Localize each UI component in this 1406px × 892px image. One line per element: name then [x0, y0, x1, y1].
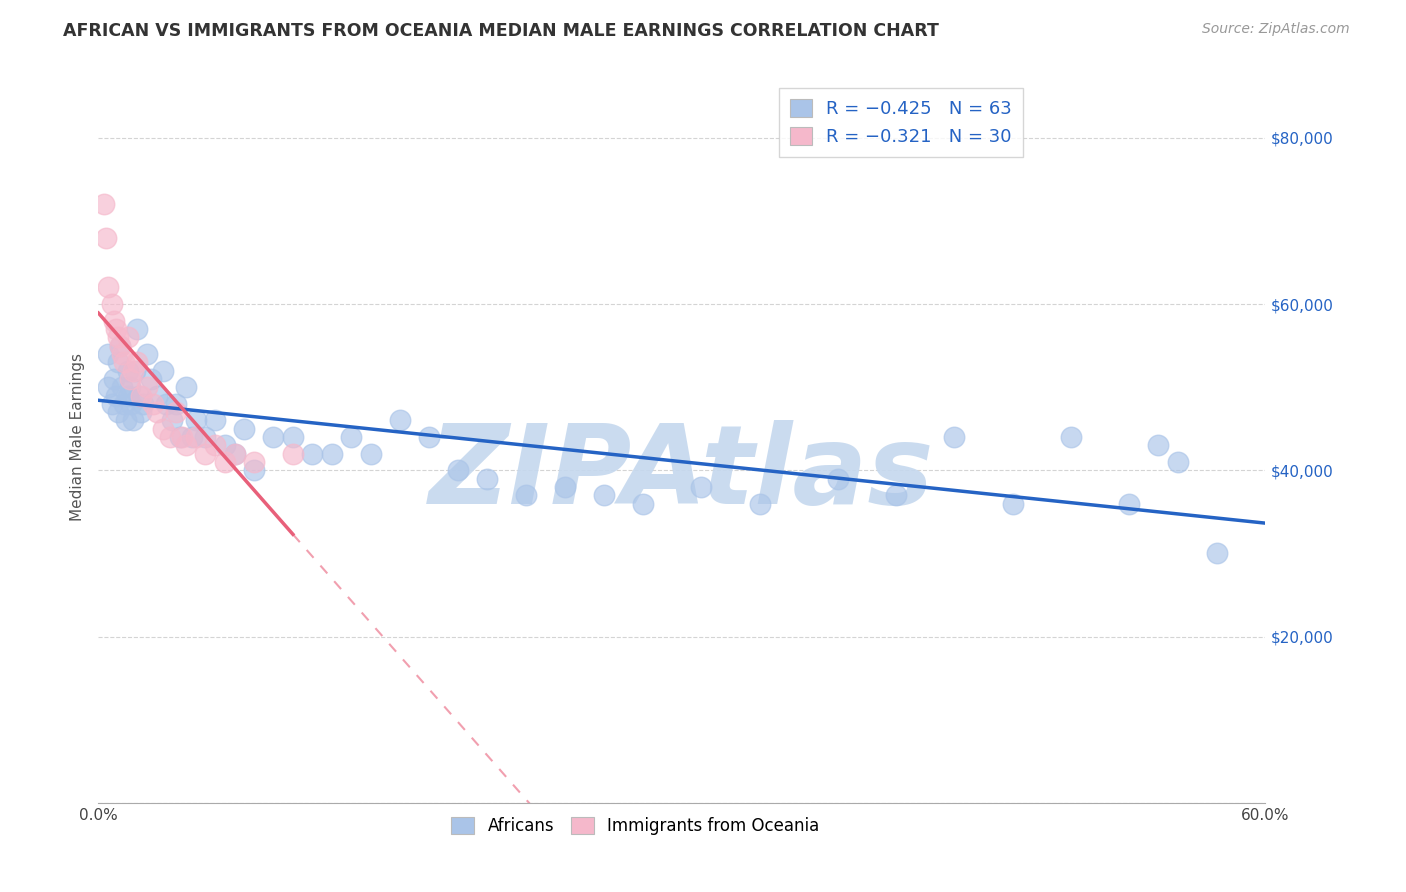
- Point: [184, 413, 207, 427]
- Point: [1118, 497, 1140, 511]
- Text: Source: ZipAtlas.com: Source: ZipAtlas.com: [1202, 22, 1350, 37]
- Point: [515, 488, 537, 502]
- Point: [477, 472, 499, 486]
- Point: [107, 330, 129, 344]
- Text: AFRICAN VS IMMIGRANTS FROM OCEANIA MEDIAN MALE EARNINGS CORRELATION CHART: AFRICAN VS IMMIGRANTS FROM OCEANIA MEDIA…: [63, 22, 939, 40]
- Point: [107, 405, 129, 419]
- Point: [122, 363, 145, 377]
- Point: [104, 322, 127, 336]
- Legend: Africans, Immigrants from Oceania: Africans, Immigrants from Oceania: [444, 811, 827, 842]
- Point: [127, 355, 149, 369]
- Point: [112, 397, 135, 411]
- Point: [101, 297, 124, 311]
- Point: [104, 388, 127, 402]
- Point: [281, 430, 304, 444]
- Point: [103, 372, 125, 386]
- Point: [180, 430, 202, 444]
- Point: [101, 397, 124, 411]
- Point: [111, 380, 134, 394]
- Point: [159, 430, 181, 444]
- Point: [631, 497, 654, 511]
- Point: [748, 497, 770, 511]
- Point: [194, 430, 217, 444]
- Point: [117, 388, 139, 402]
- Point: [129, 405, 152, 419]
- Y-axis label: Median Male Earnings: Median Male Earnings: [69, 353, 84, 521]
- Point: [233, 422, 256, 436]
- Point: [174, 380, 197, 394]
- Point: [136, 380, 159, 394]
- Point: [169, 430, 191, 444]
- Point: [447, 463, 470, 477]
- Point: [117, 363, 139, 377]
- Point: [224, 447, 246, 461]
- Point: [162, 413, 184, 427]
- Point: [96, 230, 118, 244]
- Point: [827, 472, 849, 486]
- Point: [108, 338, 131, 352]
- Point: [204, 413, 226, 427]
- Point: [388, 413, 411, 427]
- Point: [184, 430, 207, 444]
- Point: [281, 447, 304, 461]
- Point: [1147, 438, 1170, 452]
- Point: [124, 363, 146, 377]
- Point: [152, 363, 174, 377]
- Point: [1060, 430, 1083, 444]
- Point: [170, 430, 193, 444]
- Point: [139, 372, 162, 386]
- Point: [340, 430, 363, 444]
- Point: [243, 455, 266, 469]
- Point: [214, 438, 236, 452]
- Point: [224, 447, 246, 461]
- Point: [97, 380, 120, 394]
- Point: [142, 397, 165, 411]
- Point: [121, 397, 143, 411]
- Point: [174, 438, 197, 452]
- Point: [1167, 455, 1189, 469]
- Point: [690, 480, 713, 494]
- Point: [155, 397, 177, 411]
- Point: [112, 355, 135, 369]
- Point: [103, 314, 125, 328]
- Point: [943, 430, 966, 444]
- Point: [114, 413, 136, 427]
- Point: [117, 330, 139, 344]
- Point: [1001, 497, 1024, 511]
- Point: [1205, 546, 1227, 560]
- Point: [129, 388, 152, 402]
- Point: [146, 405, 169, 419]
- Point: [214, 455, 236, 469]
- Point: [122, 413, 145, 427]
- Point: [97, 280, 120, 294]
- Point: [118, 372, 141, 386]
- Point: [418, 430, 440, 444]
- Point: [97, 347, 120, 361]
- Point: [111, 347, 134, 361]
- Point: [132, 397, 155, 411]
- Point: [243, 463, 266, 477]
- Point: [301, 447, 323, 461]
- Point: [108, 338, 131, 352]
- Point: [165, 405, 187, 419]
- Point: [321, 447, 343, 461]
- Point: [262, 430, 284, 444]
- Text: ZIPAtlas: ZIPAtlas: [429, 420, 935, 527]
- Point: [128, 388, 150, 402]
- Point: [554, 480, 576, 494]
- Point: [194, 447, 217, 461]
- Point: [360, 447, 382, 461]
- Point: [118, 380, 141, 394]
- Point: [136, 347, 159, 361]
- Point: [152, 422, 174, 436]
- Point: [165, 397, 187, 411]
- Point: [593, 488, 616, 502]
- Point: [146, 388, 169, 402]
- Point: [107, 355, 129, 369]
- Point: [127, 322, 149, 336]
- Point: [204, 438, 226, 452]
- Point: [884, 488, 907, 502]
- Point: [93, 197, 115, 211]
